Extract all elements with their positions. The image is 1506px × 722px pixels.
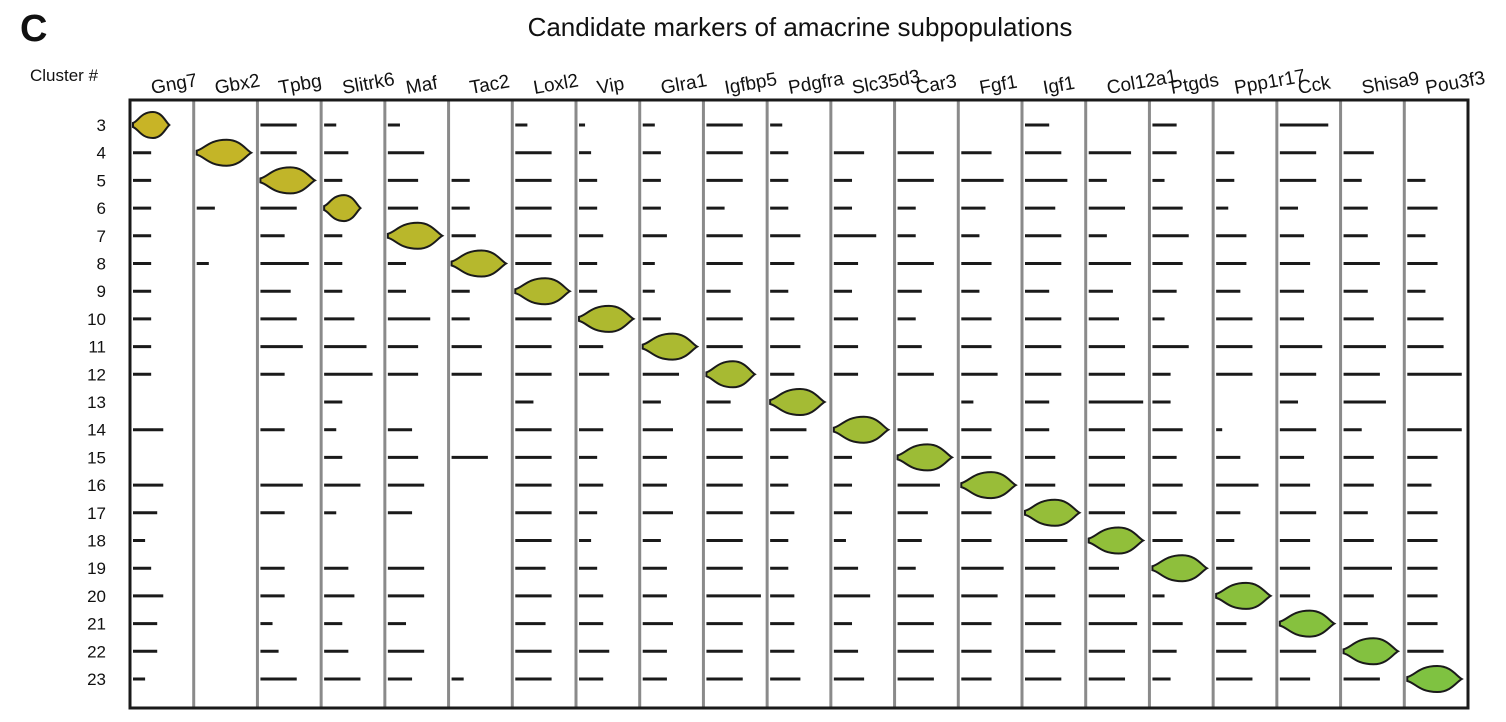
cluster-label: 6 bbox=[97, 199, 106, 218]
violin-Glra1-cluster-11 bbox=[641, 332, 700, 361]
gene-label: Pdgfra bbox=[787, 68, 846, 98]
chart-title: Candidate markers of amacrine subpopulat… bbox=[527, 12, 1073, 42]
gene-label: Ppp1r17 bbox=[1233, 66, 1307, 99]
violin-Igfbp5-cluster-12 bbox=[705, 360, 757, 389]
violin-Slitrk6-cluster-6 bbox=[323, 194, 363, 223]
violin-marks bbox=[132, 110, 1464, 694]
violin-Pou3f3-cluster-23 bbox=[1406, 664, 1464, 694]
cluster-axis-heading: Cluster # bbox=[30, 66, 99, 85]
gene-label: Gbx2 bbox=[213, 70, 261, 99]
cluster-label: 7 bbox=[97, 227, 106, 246]
violin-Ptgds-cluster-19 bbox=[1151, 554, 1209, 583]
gene-label: Slc35d3 bbox=[850, 66, 921, 99]
violin-Col12a1-cluster-18 bbox=[1087, 526, 1146, 555]
violin-Vip-cluster-10 bbox=[578, 304, 636, 333]
cluster-label: 15 bbox=[87, 448, 106, 467]
gene-label: Tpbg bbox=[277, 71, 323, 99]
gene-label: Glra1 bbox=[659, 70, 708, 99]
cluster-label: 3 bbox=[97, 116, 106, 135]
gene-labels: Gng7 Gbx2 Tpbg Slitrk6 Maf Tac2 Loxl2 Vip Glra1 I… bbox=[150, 66, 1487, 99]
violin-Shisa9-cluster-22 bbox=[1342, 637, 1401, 666]
cluster-label: 18 bbox=[87, 532, 106, 551]
cluster-label: 9 bbox=[97, 282, 106, 301]
violin-Loxl2-cluster-9 bbox=[514, 277, 572, 306]
cluster-label: 14 bbox=[87, 421, 106, 440]
cluster-labels: 3 4 5 6 7 8 9 10 11 12 13 14 15 16 17 18 19 20 21 22 23 bbox=[87, 116, 106, 689]
gene-label: Col12a1 bbox=[1105, 66, 1178, 99]
violin-Igf1-cluster-17 bbox=[1024, 498, 1082, 527]
gene-label: Shisa9 bbox=[1360, 68, 1421, 99]
gene-label: Igf1 bbox=[1042, 73, 1077, 99]
cluster-label: 13 bbox=[87, 393, 106, 412]
column-separators bbox=[192, 100, 1406, 708]
violin-Car3-cluster-15 bbox=[896, 443, 955, 472]
gene-label: Vip bbox=[596, 74, 626, 99]
violin-Slc35d3-cluster-14 bbox=[832, 415, 891, 444]
cluster-label: 22 bbox=[87, 642, 106, 661]
gene-label: Cck bbox=[1296, 72, 1332, 98]
violin-Tac2-cluster-8 bbox=[450, 249, 509, 278]
violin-Tpbg-cluster-5 bbox=[259, 166, 317, 195]
violin-Maf-cluster-7 bbox=[386, 221, 445, 250]
cluster-label: 17 bbox=[87, 504, 106, 523]
violin-Cck-cluster-21 bbox=[1278, 609, 1337, 638]
gene-label: Car3 bbox=[914, 71, 958, 99]
violin-Fgf1-cluster-16 bbox=[960, 471, 1018, 500]
gene-label: Tac2 bbox=[468, 71, 511, 99]
cluster-label: 4 bbox=[97, 144, 106, 163]
cluster-label: 5 bbox=[97, 171, 106, 190]
violin-Gbx2-cluster-4 bbox=[195, 138, 254, 167]
cluster-label: 19 bbox=[87, 559, 106, 578]
violin-Gng7-cluster-3 bbox=[132, 110, 171, 140]
gene-label: Pou3f3 bbox=[1424, 68, 1487, 99]
cluster-label: 11 bbox=[88, 338, 106, 357]
plot-frame bbox=[128, 98, 1470, 710]
cluster-label: 8 bbox=[97, 255, 106, 274]
gene-label: Gng7 bbox=[150, 70, 199, 99]
gene-label: Maf bbox=[404, 73, 440, 99]
cluster-label: 12 bbox=[87, 365, 106, 384]
cluster-label: 20 bbox=[87, 587, 106, 606]
cluster-label: 23 bbox=[87, 670, 106, 689]
panel-letter: C bbox=[20, 8, 48, 50]
violin-Pdgfra-cluster-13 bbox=[769, 387, 827, 417]
gene-label: Fgf1 bbox=[978, 72, 1019, 99]
cluster-label: 10 bbox=[87, 310, 106, 329]
gene-label: Igfbp5 bbox=[723, 69, 779, 99]
cluster-label: 21 bbox=[87, 615, 106, 634]
gene-label: Ptgds bbox=[1169, 70, 1221, 99]
violin-Ppp1r17-cluster-20 bbox=[1215, 581, 1273, 610]
gene-label: Loxl2 bbox=[532, 70, 580, 99]
cluster-label: 16 bbox=[87, 476, 106, 495]
gene-label: Slitrk6 bbox=[341, 69, 397, 99]
